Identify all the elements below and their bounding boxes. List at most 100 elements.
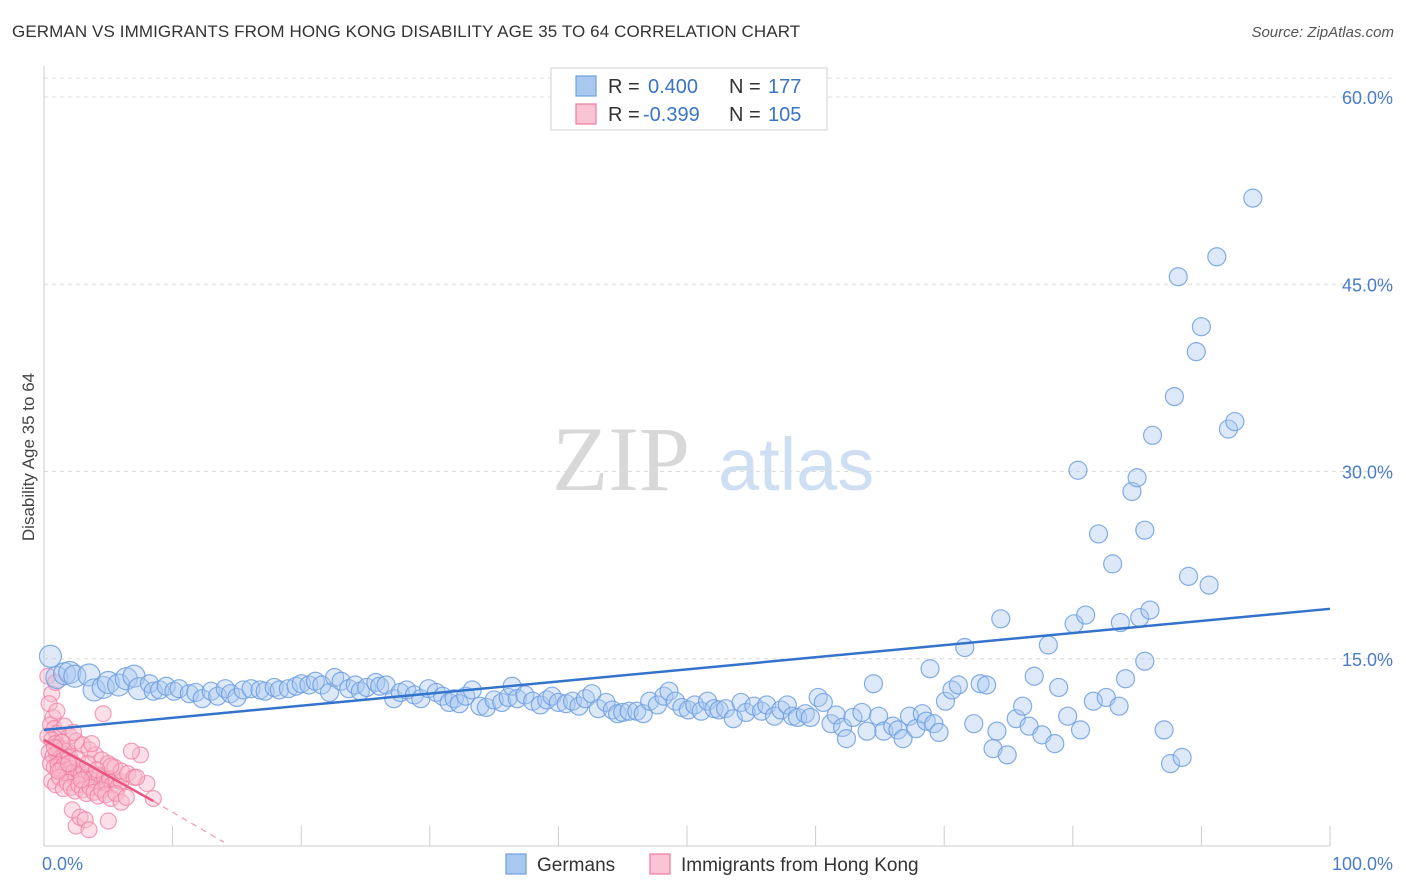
german-point-22 [201, 681, 221, 701]
german-point-14 [143, 681, 163, 701]
hong-kong-points [39, 667, 162, 839]
bottom-legend-label-hongkong: Immigrants from Hong Kong [681, 855, 919, 876]
german-point-117 [826, 705, 846, 725]
x-tick-labels: 0.0% 100.0% [42, 854, 1393, 874]
german-point-106 [757, 695, 777, 715]
y-tick-label-2: 45.0% [1342, 275, 1393, 295]
hk-point-90 [94, 705, 112, 723]
y-tick-labels: 15.0% 30.0% 45.0% 60.0% [1342, 88, 1393, 670]
german-point-132 [916, 711, 936, 731]
hk-point-82 [131, 746, 150, 764]
german-point-138 [955, 637, 975, 658]
hk-point-91 [102, 757, 120, 775]
german-point-163 [1115, 669, 1136, 689]
hk-point-104 [127, 768, 146, 786]
german-point-121 [852, 702, 872, 723]
german-point-185 [1225, 411, 1245, 432]
hk-point-66 [107, 784, 125, 803]
german-point-144 [991, 609, 1011, 629]
german-point-125 [874, 721, 894, 741]
german-point-181 [1243, 188, 1263, 208]
german-point-108 [771, 700, 791, 720]
legend-n-label-1: N = [729, 76, 761, 98]
german-point-74 [548, 692, 569, 713]
german-point-59 [449, 694, 469, 714]
german-point-154 [1058, 706, 1078, 726]
german-point-91 [659, 681, 679, 701]
german-point-87 [633, 704, 653, 724]
german-point-152 [1045, 734, 1065, 754]
german-point-43 [345, 675, 365, 695]
hk-point-68 [117, 788, 135, 806]
hk-point-103 [99, 812, 117, 830]
german-point-183 [1068, 460, 1088, 480]
german-point-103 [736, 702, 756, 723]
hk-point-83 [138, 774, 156, 793]
german-trend-line [43, 607, 1331, 732]
german-point-57 [439, 692, 459, 713]
german-point-140 [970, 674, 990, 694]
legend-n-value-2: 105 [768, 104, 801, 126]
german-point-161 [1103, 554, 1123, 574]
hk-point-88 [76, 811, 94, 829]
y-axis-label: Disability Age 35 to 64 [19, 373, 38, 541]
german-point-169 [1135, 520, 1155, 540]
german-points [38, 188, 1263, 774]
bottom-legend-swatch-germans [505, 853, 527, 875]
bottom-legend-label-germans: Germans [537, 855, 615, 876]
bottom-legend-swatch-hongkong [649, 853, 671, 875]
german-point-177 [1191, 317, 1212, 337]
legend-r-label-1: R = [608, 76, 640, 98]
german-point-99 [709, 700, 729, 720]
german-point-153 [1049, 677, 1069, 698]
legend-swatch-hongkong [575, 103, 597, 125]
legend-n-label-2: N = [729, 104, 761, 126]
y-tick-label-3: 60.0% [1342, 88, 1393, 108]
hk-trend-line [43, 738, 154, 803]
german-point-180 [1218, 419, 1239, 439]
legend-r-value-1: 0.400 [648, 76, 698, 98]
german-point-6 [82, 678, 106, 702]
german-point-159 [1088, 524, 1109, 544]
german-point-63 [476, 697, 496, 718]
german-point-115 [813, 692, 833, 713]
german-point-135 [935, 691, 956, 711]
german-point-186 [920, 659, 940, 679]
german-point-84 [613, 702, 633, 723]
legend-n-value-1: 177 [768, 76, 801, 98]
german-point-173 [1168, 267, 1188, 287]
german-point-105 [751, 701, 772, 721]
german-point-124 [869, 706, 889, 726]
german-point-109 [777, 695, 797, 715]
y-tick-label-0: 15.0% [1342, 650, 1393, 670]
german-point-26 [227, 687, 247, 708]
source-label: Source: ZipAtlas.com [1251, 24, 1394, 41]
german-point-139 [964, 714, 984, 734]
hk-trend-extension [153, 800, 225, 843]
german-point-149 [1024, 666, 1044, 686]
german-point-128 [893, 729, 913, 749]
german-point-27 [233, 680, 253, 700]
german-point-178 [1199, 575, 1219, 595]
german-point-77 [569, 696, 589, 716]
german-point-65 [492, 692, 512, 713]
german-point-126 [883, 716, 903, 736]
german-point-80 [588, 699, 608, 719]
axes [43, 66, 1331, 847]
german-point-64 [484, 690, 504, 710]
german-point-168 [1140, 600, 1160, 620]
hk-point-101 [59, 755, 78, 773]
german-point-112 [795, 704, 815, 724]
german-point-158 [1083, 691, 1103, 711]
german-point-17 [164, 681, 184, 701]
german-point-120 [843, 707, 863, 728]
german-point-143 [987, 721, 1007, 741]
german-point-118 [833, 717, 853, 738]
german-point-78 [575, 689, 596, 709]
correlation-legend: R = 0.400 N = 177 R = -0.399 N = 105 [550, 67, 828, 131]
german-point-69 [515, 685, 535, 705]
german-point-134 [929, 722, 949, 743]
german-point-0 [38, 644, 63, 668]
german-point-145 [997, 745, 1017, 765]
